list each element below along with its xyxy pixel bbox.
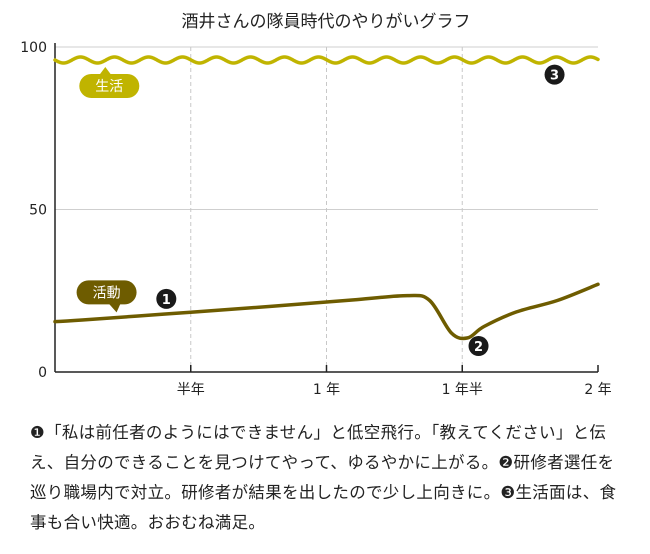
marker-circle <box>544 64 565 85</box>
marker-1: 1 <box>156 288 177 309</box>
series-label-text: 生活 <box>95 79 123 95</box>
marker-number: 2 <box>474 340 483 355</box>
grid <box>55 46 598 372</box>
marker-2: 2 <box>468 336 489 356</box>
x-tick-label: 2 年 <box>584 382 611 398</box>
caption-marker-1: ❶ <box>30 423 46 442</box>
caption-marker-2: ❷ <box>498 453 514 472</box>
caption: ❶「私は前任者のようにはできません」と低空飛行。「教えてください」と伝え、自分の… <box>30 418 626 538</box>
caption-paragraph: ❶「私は前任者のようにはできません」と低空飛行。「教えてください」と伝え、自分の… <box>30 418 626 538</box>
series-label-tail <box>108 303 121 313</box>
y-tick-label: 50 <box>29 203 47 219</box>
x-tick-label: 1 年 <box>313 382 340 398</box>
series-label-bg <box>79 74 140 98</box>
marker-circle <box>156 288 177 309</box>
marker-number: 3 <box>550 69 559 84</box>
y-tick-label: 0 <box>38 365 47 381</box>
series-label-badge: 生活 <box>79 67 140 98</box>
chart-title: 酒井さんの隊員時代のやりがいグラフ <box>182 12 471 32</box>
caption-text-1: 「私は前任者のようにはできません」と低空飛行。「教えてください」と伝え、自分ので… <box>30 423 607 472</box>
x-tick-label: 1 年半 <box>442 382 483 398</box>
series-line-1 <box>53 55 600 65</box>
marker-circle <box>468 336 489 356</box>
caption-text-2: 研修者選任を巡り職場内で対立。研修者が結果を出したので少し上向きに。 <box>30 453 615 502</box>
series-group <box>53 55 600 341</box>
series-line-2 <box>53 282 600 341</box>
marker-3: 3 <box>544 64 565 85</box>
x-tick-label: 半年 <box>177 382 205 398</box>
chart: 酒井さんの隊員時代のやりがいグラフ 0 50 100 半年 1 年 1 年半 2 年 生活活… <box>20 12 611 398</box>
axes: 0 50 100 半年 1 年 1 年半 2 年 <box>20 40 611 398</box>
series-label-tail <box>99 67 112 75</box>
markers: 1 2 3 <box>156 64 565 356</box>
caption-marker-3: ❸ <box>500 483 516 502</box>
y-tick-label: 100 <box>20 40 47 56</box>
series-label-text: 活動 <box>93 285 121 301</box>
series-label-badge: 活動 <box>76 280 137 313</box>
series-label-bg <box>76 280 137 305</box>
marker-number: 1 <box>162 293 171 308</box>
caption-text-3: 生活面は、食事も合い快適。おおむね満足。 <box>30 483 617 532</box>
